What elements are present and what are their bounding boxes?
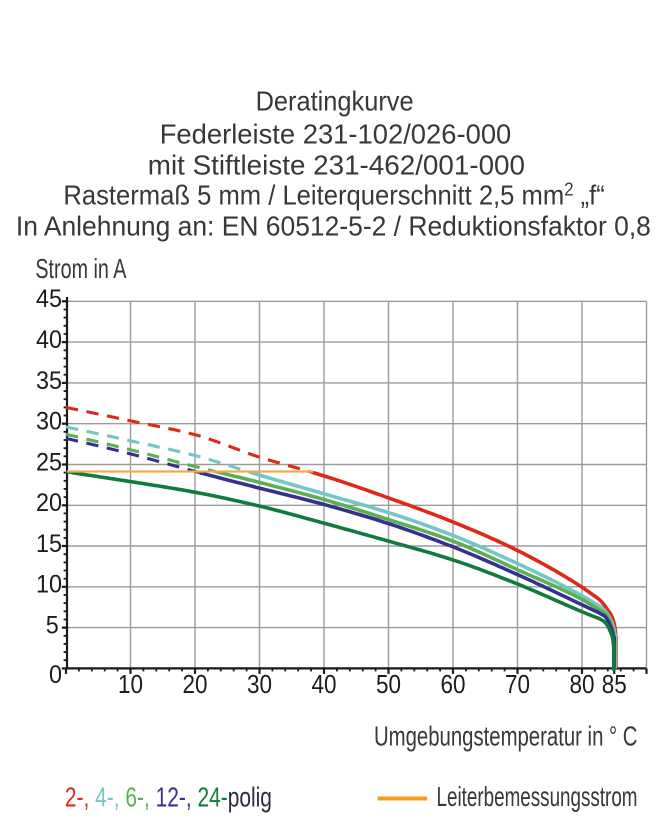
svg-text:2-, 4-, 6-, 12-, 24-polig: 2-, 4-, 6-, 12-, 24-polig	[65, 781, 272, 812]
svg-text:mit Stiftleiste 231-462/001-00: mit Stiftleiste 231-462/001-000	[148, 150, 525, 181]
svg-text:Umgebungstemperatur in ° C: Umgebungstemperatur in ° C	[374, 720, 638, 751]
svg-text:0: 0	[49, 661, 62, 689]
svg-text:35: 35	[36, 367, 62, 395]
svg-text:45: 45	[36, 285, 62, 313]
svg-text:30: 30	[36, 408, 62, 436]
svg-text:40: 40	[36, 326, 62, 354]
svg-text:10: 10	[118, 669, 143, 699]
svg-text:60: 60	[441, 669, 466, 699]
svg-text:20: 20	[36, 489, 62, 517]
svg-text:50: 50	[376, 669, 401, 699]
svg-text:85: 85	[602, 669, 627, 699]
svg-text:15: 15	[36, 530, 62, 558]
svg-text:30: 30	[247, 669, 272, 699]
svg-text:Federleiste 231-102/026-000: Federleiste 231-102/026-000	[160, 119, 512, 150]
svg-text:Leiterbemessungsstrom: Leiterbemessungsstrom	[437, 781, 638, 812]
svg-text:Strom in A: Strom in A	[35, 253, 126, 284]
svg-text:70: 70	[505, 669, 530, 699]
svg-text:80: 80	[570, 669, 595, 699]
svg-text:5: 5	[46, 612, 59, 640]
svg-text:In Anlehnung an: EN 60512-5-2: In Anlehnung an: EN 60512-5-2 / Reduktio…	[16, 211, 651, 242]
svg-text:40: 40	[312, 669, 337, 699]
svg-text:20: 20	[183, 669, 208, 699]
svg-text:10: 10	[36, 571, 62, 599]
svg-text:Rastermaß 5 mm / Leiterquersch: Rastermaß 5 mm / Leiterquerschnitt 2,5 m…	[63, 180, 604, 211]
svg-text:25: 25	[36, 448, 62, 476]
svg-text:Deratingkurve: Deratingkurve	[256, 86, 414, 117]
